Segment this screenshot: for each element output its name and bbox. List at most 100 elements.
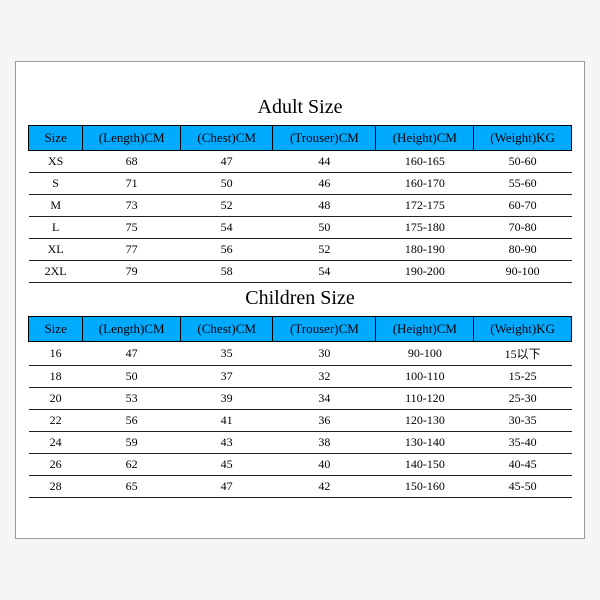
col-header-chest: (Chest)CM	[181, 126, 273, 151]
cell-weight: 15-25	[474, 366, 572, 388]
table-row: XS 68 47 44 160-165 50-60	[29, 151, 572, 173]
table-row: XL 77 56 52 180-190 80-90	[29, 239, 572, 261]
cell-chest: 41	[181, 410, 273, 432]
cell-length: 65	[83, 476, 181, 498]
cell-chest: 45	[181, 454, 273, 476]
cell-length: 68	[83, 151, 181, 173]
cell-height: 90-100	[376, 342, 474, 366]
children-size-table: Size (Length)CM (Chest)CM (Trouser)CM (H…	[28, 316, 572, 498]
cell-length: 53	[83, 388, 181, 410]
cell-trouser: 36	[273, 410, 376, 432]
col-header-height: (Height)CM	[376, 317, 474, 342]
col-header-weight: (Weight)KG	[474, 317, 572, 342]
cell-trouser: 54	[273, 261, 376, 283]
cell-weight: 50-60	[474, 151, 572, 173]
size-chart-card: Adult Size Size (Length)CM (Chest)CM (Tr…	[15, 61, 585, 539]
table-row: 22 56 41 36 120-130 30-35	[29, 410, 572, 432]
cell-weight: 35-40	[474, 432, 572, 454]
cell-weight: 30-35	[474, 410, 572, 432]
cell-trouser: 42	[273, 476, 376, 498]
cell-chest: 52	[181, 195, 273, 217]
cell-weight: 40-45	[474, 454, 572, 476]
col-header-chest: (Chest)CM	[181, 317, 273, 342]
cell-height: 130-140	[376, 432, 474, 454]
cell-length: 75	[83, 217, 181, 239]
cell-trouser: 34	[273, 388, 376, 410]
page: Adult Size Size (Length)CM (Chest)CM (Tr…	[0, 0, 600, 600]
cell-weight: 90-100	[474, 261, 572, 283]
col-header-size: Size	[29, 317, 83, 342]
table-row: 28 65 47 42 150-160 45-50	[29, 476, 572, 498]
cell-length: 73	[83, 195, 181, 217]
cell-weight: 45-50	[474, 476, 572, 498]
cell-chest: 58	[181, 261, 273, 283]
cell-length: 59	[83, 432, 181, 454]
cell-chest: 56	[181, 239, 273, 261]
cell-size: 26	[29, 454, 83, 476]
cell-size: M	[29, 195, 83, 217]
cell-size: L	[29, 217, 83, 239]
adult-header-row: Size (Length)CM (Chest)CM (Trouser)CM (H…	[29, 126, 572, 151]
cell-height: 120-130	[376, 410, 474, 432]
cell-size: 24	[29, 432, 83, 454]
table-row: 20 53 39 34 110-120 25-30	[29, 388, 572, 410]
cell-chest: 47	[181, 476, 273, 498]
cell-size: 20	[29, 388, 83, 410]
cell-chest: 43	[181, 432, 273, 454]
cell-length: 56	[83, 410, 181, 432]
cell-length: 79	[83, 261, 181, 283]
cell-trouser: 30	[273, 342, 376, 366]
cell-trouser: 32	[273, 366, 376, 388]
cell-chest: 35	[181, 342, 273, 366]
cell-trouser: 40	[273, 454, 376, 476]
table-row: L 75 54 50 175-180 70-80	[29, 217, 572, 239]
cell-chest: 39	[181, 388, 273, 410]
cell-height: 160-170	[376, 173, 474, 195]
cell-size: 16	[29, 342, 83, 366]
cell-length: 62	[83, 454, 181, 476]
cell-weight: 60-70	[474, 195, 572, 217]
cell-size: XL	[29, 239, 83, 261]
cell-trouser: 38	[273, 432, 376, 454]
table-row: 18 50 37 32 100-110 15-25	[29, 366, 572, 388]
cell-weight: 80-90	[474, 239, 572, 261]
cell-size: 28	[29, 476, 83, 498]
cell-trouser: 50	[273, 217, 376, 239]
children-header-row: Size (Length)CM (Chest)CM (Trouser)CM (H…	[29, 317, 572, 342]
cell-length: 47	[83, 342, 181, 366]
cell-trouser: 48	[273, 195, 376, 217]
cell-size: 2XL	[29, 261, 83, 283]
table-row: M 73 52 48 172-175 60-70	[29, 195, 572, 217]
cell-height: 172-175	[376, 195, 474, 217]
table-row: S 71 50 46 160-170 55-60	[29, 173, 572, 195]
cell-weight: 70-80	[474, 217, 572, 239]
cell-length: 71	[83, 173, 181, 195]
table-row: 16 47 35 30 90-100 15以下	[29, 342, 572, 366]
cell-height: 175-180	[376, 217, 474, 239]
cell-length: 50	[83, 366, 181, 388]
cell-height: 110-120	[376, 388, 474, 410]
adult-section-title: Adult Size	[28, 96, 572, 119]
cell-height: 100-110	[376, 366, 474, 388]
table-row: 2XL 79 58 54 190-200 90-100	[29, 261, 572, 283]
cell-chest: 50	[181, 173, 273, 195]
col-header-length: (Length)CM	[83, 317, 181, 342]
cell-length: 77	[83, 239, 181, 261]
adult-size-table: Size (Length)CM (Chest)CM (Trouser)CM (H…	[28, 125, 572, 283]
table-row: 26 62 45 40 140-150 40-45	[29, 454, 572, 476]
cell-chest: 47	[181, 151, 273, 173]
adult-tbody: XS 68 47 44 160-165 50-60 S 71 50 46 160…	[29, 151, 572, 283]
col-header-weight: (Weight)KG	[474, 126, 572, 151]
col-header-size: Size	[29, 126, 83, 151]
col-header-length: (Length)CM	[83, 126, 181, 151]
cell-trouser: 46	[273, 173, 376, 195]
col-header-height: (Height)CM	[376, 126, 474, 151]
cell-trouser: 52	[273, 239, 376, 261]
cell-height: 140-150	[376, 454, 474, 476]
col-header-trouser: (Trouser)CM	[273, 317, 376, 342]
cell-chest: 54	[181, 217, 273, 239]
cell-weight: 15以下	[474, 342, 572, 366]
cell-weight: 25-30	[474, 388, 572, 410]
cell-height: 190-200	[376, 261, 474, 283]
cell-trouser: 44	[273, 151, 376, 173]
